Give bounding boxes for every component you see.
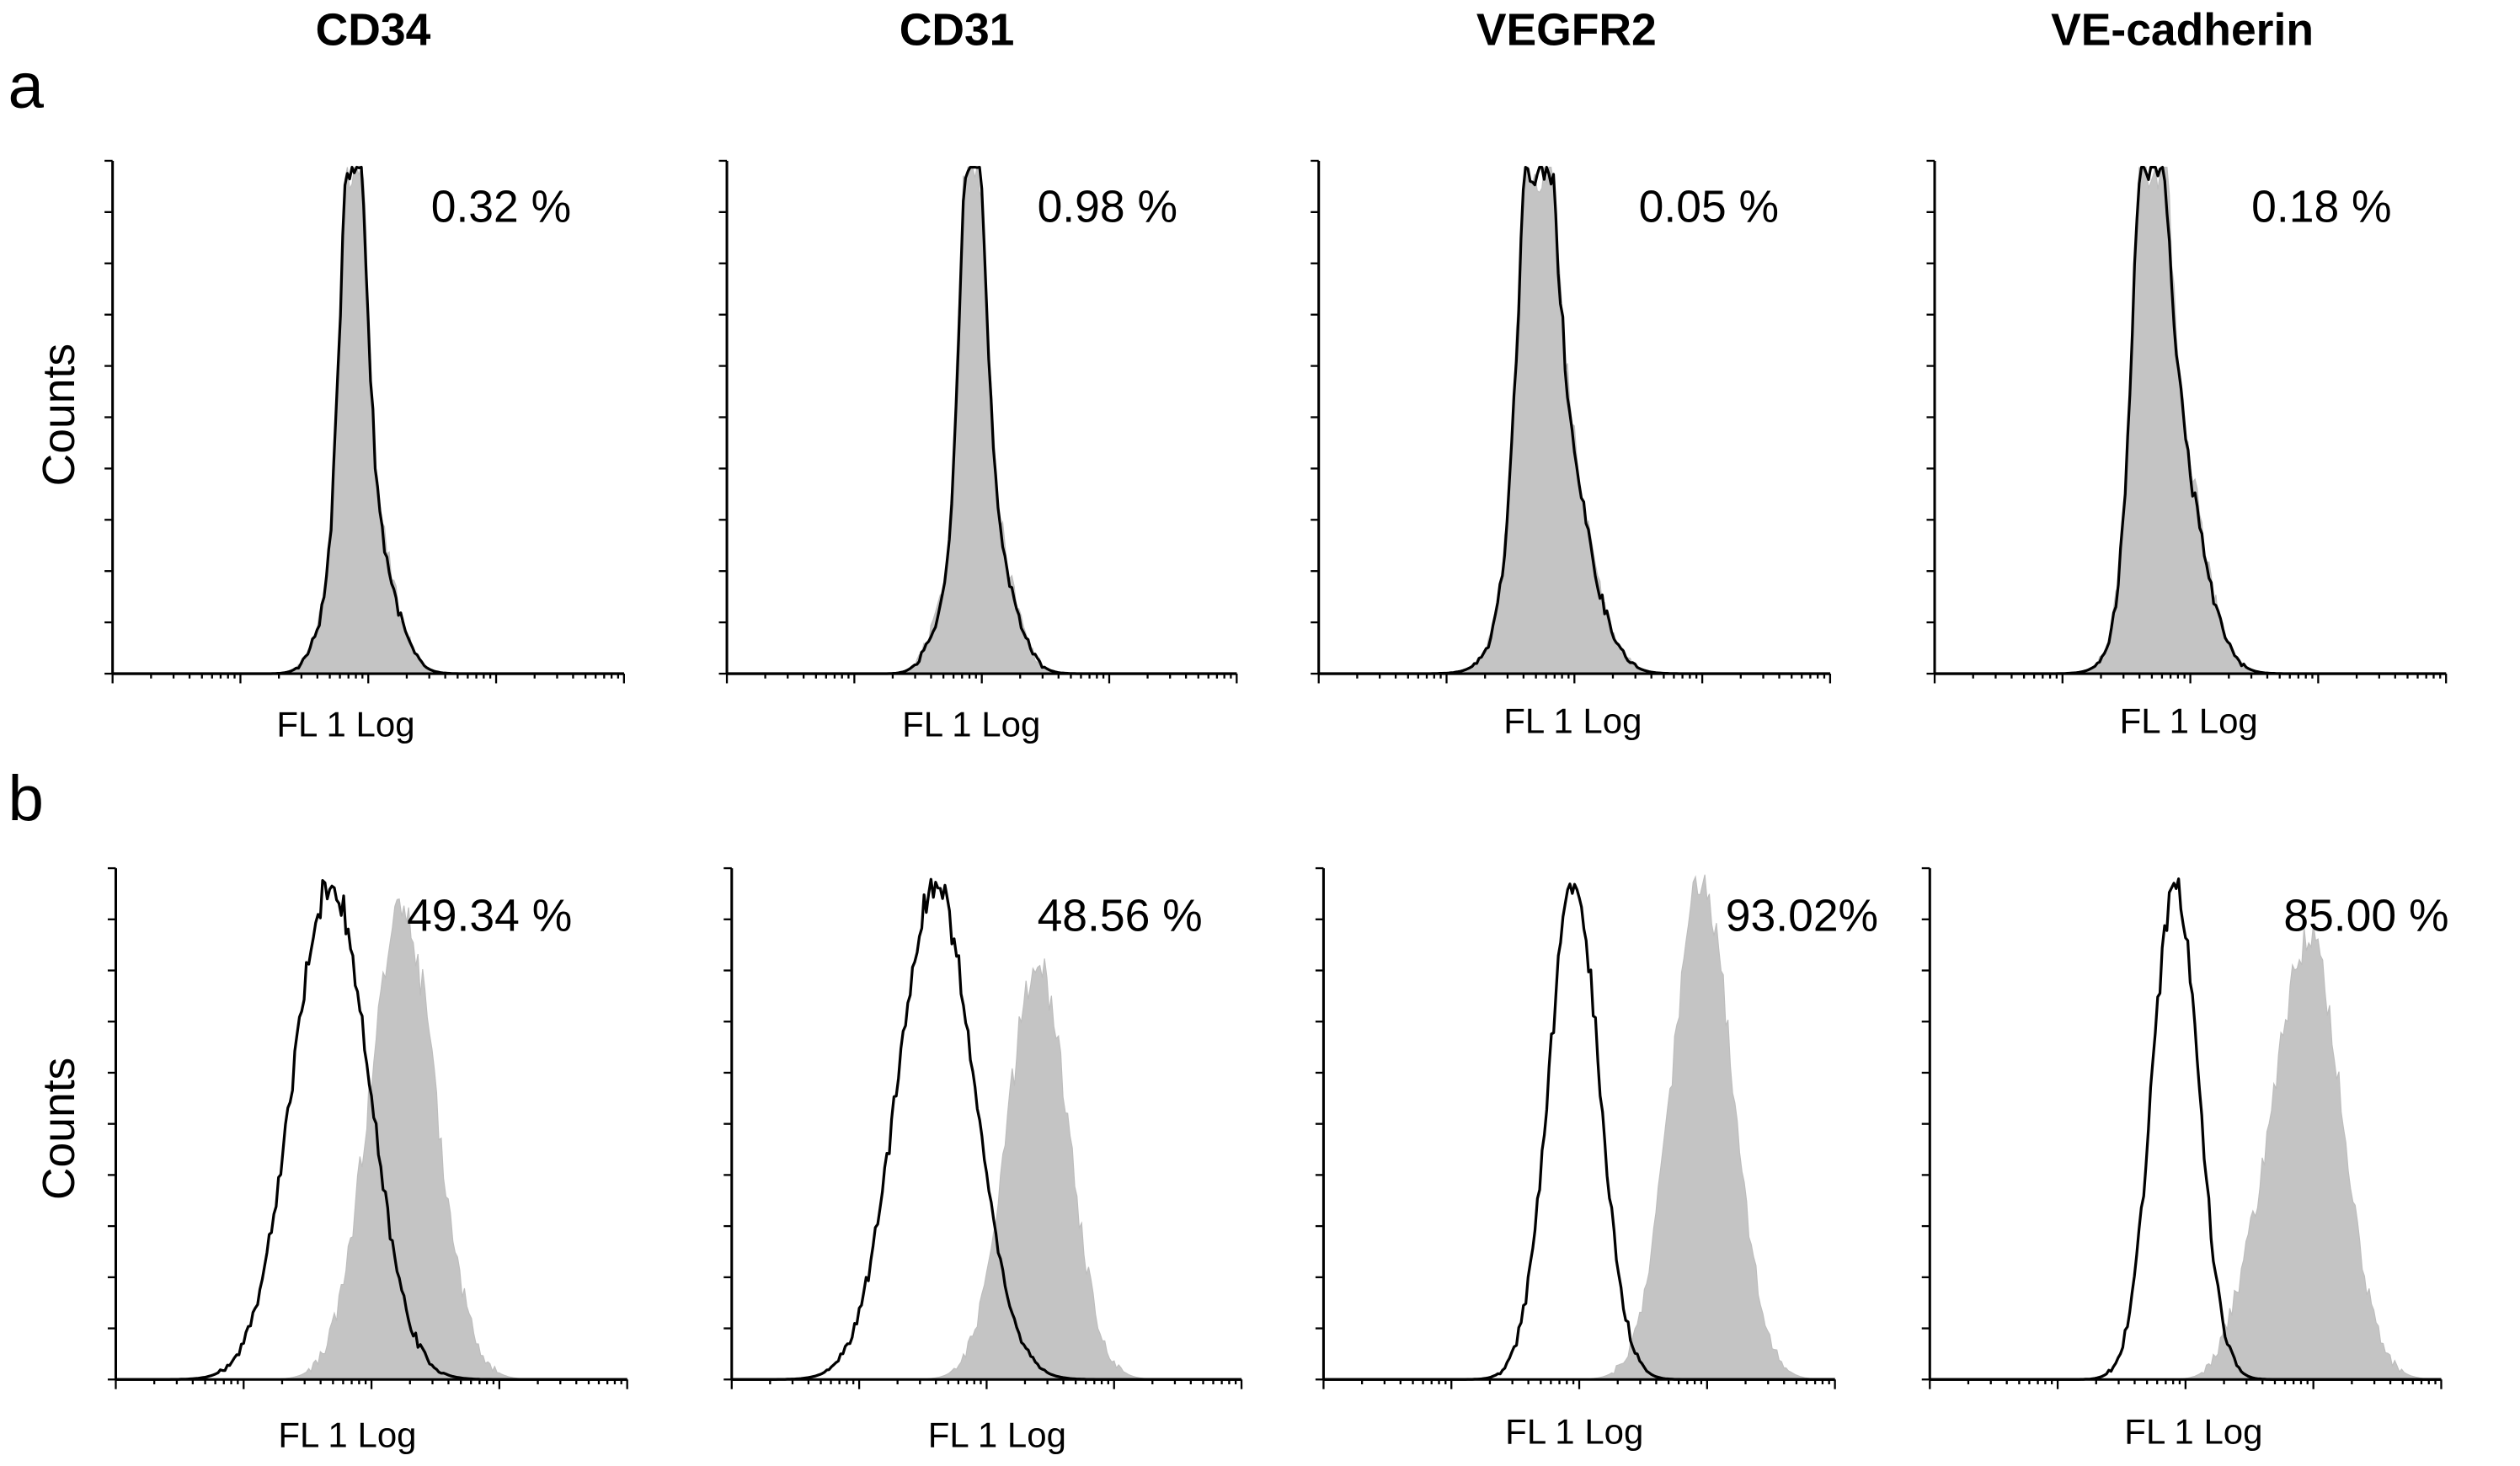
percent-annotation-cd34: 0.32 % (431, 182, 571, 232)
x-axis-label: FL 1 Log (1505, 1412, 1643, 1452)
column-title-vegfr2: VEGFR2 (1476, 5, 1657, 55)
x-axis-label: FL 1 Log (1503, 701, 1642, 741)
percent-annotation-cd31: 0.98 % (1038, 182, 1177, 232)
histogram-panel-a-cd34: 0.32 % FL 1 Log (104, 159, 625, 744)
histogram-panels: 0.32 % FL 1 Log 0.98 % FL 1 Log 0.05 % FL 1 L… (104, 159, 2449, 1454)
row-letter-b: b (8, 763, 44, 834)
histogram-filled-ve-cadherin (1930, 924, 2443, 1380)
histogram-panel-b-cd34: 49.34 % FL 1 Log (107, 866, 628, 1454)
histogram-panel-a-cd31: 0.98 % FL 1 Log (718, 159, 1238, 744)
histogram-filled-cd34 (115, 898, 627, 1380)
x-axis-label: FL 1 Log (928, 1415, 1066, 1454)
column-title-cd31: CD31 (900, 5, 1015, 55)
histogram-panel-b-ve-cadherin: 85.00 % FL 1 Log (1921, 866, 2449, 1452)
x-axis-label: FL 1 Log (278, 1415, 416, 1454)
y-axis-label-row-b: Counts (35, 1058, 84, 1200)
row-letter-a: a (8, 51, 45, 122)
histogram-panel-b-vegfr2: 93.02% FL 1 Log (1315, 866, 1878, 1452)
histogram-panel-a-vegfr2: 0.05 % FL 1 Log (1311, 159, 1832, 741)
percent-annotation-cd31: 48.56 % (1038, 892, 1203, 941)
histogram-filled-vegfr2 (1318, 167, 1830, 674)
column-title-cd34: CD34 (316, 5, 431, 55)
x-axis-label: FL 1 Log (2120, 701, 2258, 741)
y-axis-label-row-a: Counts (35, 344, 84, 486)
x-axis-label: FL 1 Log (2124, 1412, 2262, 1452)
x-axis-label: FL 1 Log (276, 705, 414, 744)
percent-annotation-ve-cadherin: 0.18 % (2251, 182, 2391, 232)
histogram-filled-vegfr2 (1323, 874, 1835, 1380)
percent-annotation-ve-cadherin: 85.00 % (2283, 892, 2448, 941)
percent-annotation-vegfr2: 0.05 % (1639, 182, 1779, 232)
percent-annotation-cd34: 49.34 % (407, 892, 572, 941)
percent-annotation-vegfr2: 93.02% (1726, 892, 1878, 941)
column-title-ve-cadherin: VE-cadherin (2051, 5, 2314, 55)
histogram-panel-a-ve-cadherin: 0.18 % FL 1 Log (1926, 159, 2448, 741)
x-axis-label: FL 1 Log (902, 705, 1040, 744)
histogram-panel-b-cd31: 48.56 % FL 1 Log (723, 866, 1243, 1454)
histogram-filled-cd34 (112, 166, 624, 674)
histogram-filled-ve-cadherin (1935, 167, 2447, 674)
histogram-filled-cd31 (727, 167, 1237, 674)
